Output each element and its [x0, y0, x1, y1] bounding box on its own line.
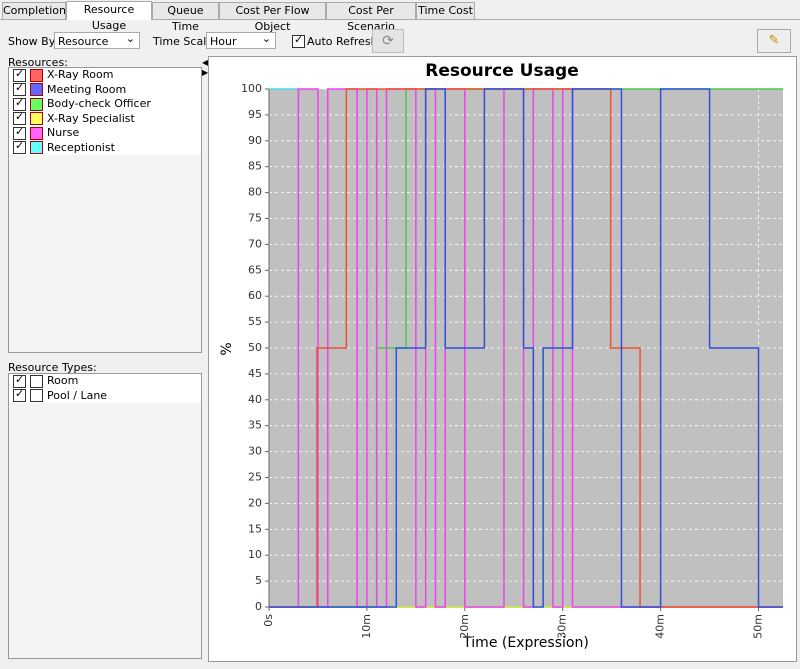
auto-refresh-label: Auto Refresh — [307, 35, 378, 48]
list-row[interactable]: Meeting Room — [9, 81, 201, 97]
item-name: X-Ray Specialist — [47, 111, 135, 125]
list-row[interactable]: Room — [9, 373, 201, 389]
y-tick-label: 50 — [248, 341, 262, 354]
chart: Resource Usage Time (Expression) % 0 5 10 1… — [208, 56, 797, 662]
list-row[interactable]: X-Ray Room — [9, 67, 201, 83]
export-button[interactable]: ✎ — [757, 29, 791, 53]
list-row[interactable]: Nurse — [9, 125, 201, 141]
y-tick-label: 45 — [248, 367, 262, 380]
chart-title: Resource Usage — [425, 61, 579, 81]
item-name: X-Ray Room — [47, 68, 114, 82]
y-axis-label: % — [219, 342, 235, 355]
refresh-button[interactable]: ⟳ — [372, 29, 404, 53]
item-name: Receptionist — [47, 140, 115, 154]
swatch — [30, 112, 43, 126]
auto-refresh-checkbox[interactable] — [292, 33, 305, 48]
y-tick-label: 55 — [248, 315, 262, 328]
tab-rule — [0, 19, 800, 20]
tab[interactable]: Queue Time — [152, 2, 219, 33]
y-tick-label: 20 — [248, 496, 262, 509]
item-name: Nurse — [47, 126, 80, 140]
list-row[interactable]: Body-check Officer — [9, 96, 201, 112]
y-tick-label: 90 — [248, 134, 262, 147]
tab[interactable]: Resource Usage — [66, 1, 152, 32]
swatch — [30, 126, 43, 140]
resource-types-list: RoomPool / Lane — [8, 373, 202, 659]
checkbox[interactable] — [13, 81, 26, 97]
series-line — [269, 88, 783, 608]
swatch — [30, 389, 43, 403]
checkbox[interactable] — [13, 125, 26, 140]
y-tick-label: 0 — [255, 600, 262, 613]
x-axis-label: Time (Expression) — [462, 635, 589, 651]
y-tick-label: 65 — [248, 263, 262, 276]
y-tick-label: 85 — [248, 160, 262, 173]
splitter-arrows[interactable]: ◀ ▶ — [202, 58, 209, 77]
time-scale-select[interactable]: Hour — [206, 30, 276, 49]
show-by-label: Show By: — [8, 35, 59, 48]
list-row[interactable]: X-Ray Specialist — [9, 110, 201, 126]
tab[interactable]: Cost Per Scenario — [326, 2, 416, 33]
y-tick-label: 100 — [241, 82, 262, 95]
x-tick-label: 30m — [556, 614, 569, 639]
tab[interactable]: Cost Per Flow Object — [219, 2, 326, 33]
swatch — [30, 374, 43, 388]
swatch — [30, 68, 43, 82]
time-scale-label: Time Scale: — [153, 35, 217, 48]
series-line — [269, 88, 783, 608]
y-tick-label: 95 — [248, 108, 262, 121]
y-tick-label: 25 — [248, 471, 262, 484]
checkbox[interactable] — [13, 110, 26, 126]
x-tick-label: 50m — [752, 614, 765, 639]
y-tick-label: 5 — [255, 574, 262, 587]
x-tick-label: 20m — [458, 614, 471, 639]
y-tick-label: 35 — [248, 419, 262, 432]
resources-list: X-Ray RoomMeeting RoomBody-check Officer… — [8, 67, 202, 353]
resources-label: Resources: — [8, 56, 68, 69]
tab[interactable]: Completion — [2, 2, 67, 19]
checkbox[interactable] — [13, 96, 26, 111]
y-tick-label: 15 — [248, 522, 262, 535]
item-name: Room — [47, 374, 79, 388]
x-tick-label: 10m — [360, 614, 373, 639]
item-name: Meeting Room — [47, 82, 127, 96]
y-tick-label: 80 — [248, 186, 262, 199]
tab[interactable]: Time Cost — [416, 2, 475, 19]
checkbox[interactable] — [13, 139, 26, 155]
swatch — [30, 97, 43, 111]
y-tick-label: 40 — [248, 393, 262, 406]
swatch — [30, 141, 43, 155]
y-tick-label: 75 — [248, 212, 262, 225]
checkbox[interactable] — [13, 387, 26, 403]
swatch — [30, 83, 43, 97]
list-row[interactable]: Pool / Lane — [9, 387, 201, 403]
list-row[interactable]: Receptionist — [9, 139, 201, 155]
y-tick-label: 10 — [248, 548, 262, 561]
item-name: Body-check Officer — [47, 97, 151, 111]
resource-types-label: Resource Types: — [8, 361, 97, 374]
x-tick-label: 0s — [262, 614, 275, 627]
show-by-select[interactable]: Resource — [54, 30, 140, 49]
y-tick-label: 70 — [248, 237, 262, 250]
checkbox[interactable] — [13, 373, 26, 388]
x-tick-label: 40m — [654, 614, 667, 639]
y-tick-label: 60 — [248, 289, 262, 302]
item-name: Pool / Lane — [47, 388, 108, 402]
y-tick-label: 30 — [248, 445, 262, 458]
checkbox[interactable] — [13, 67, 26, 82]
